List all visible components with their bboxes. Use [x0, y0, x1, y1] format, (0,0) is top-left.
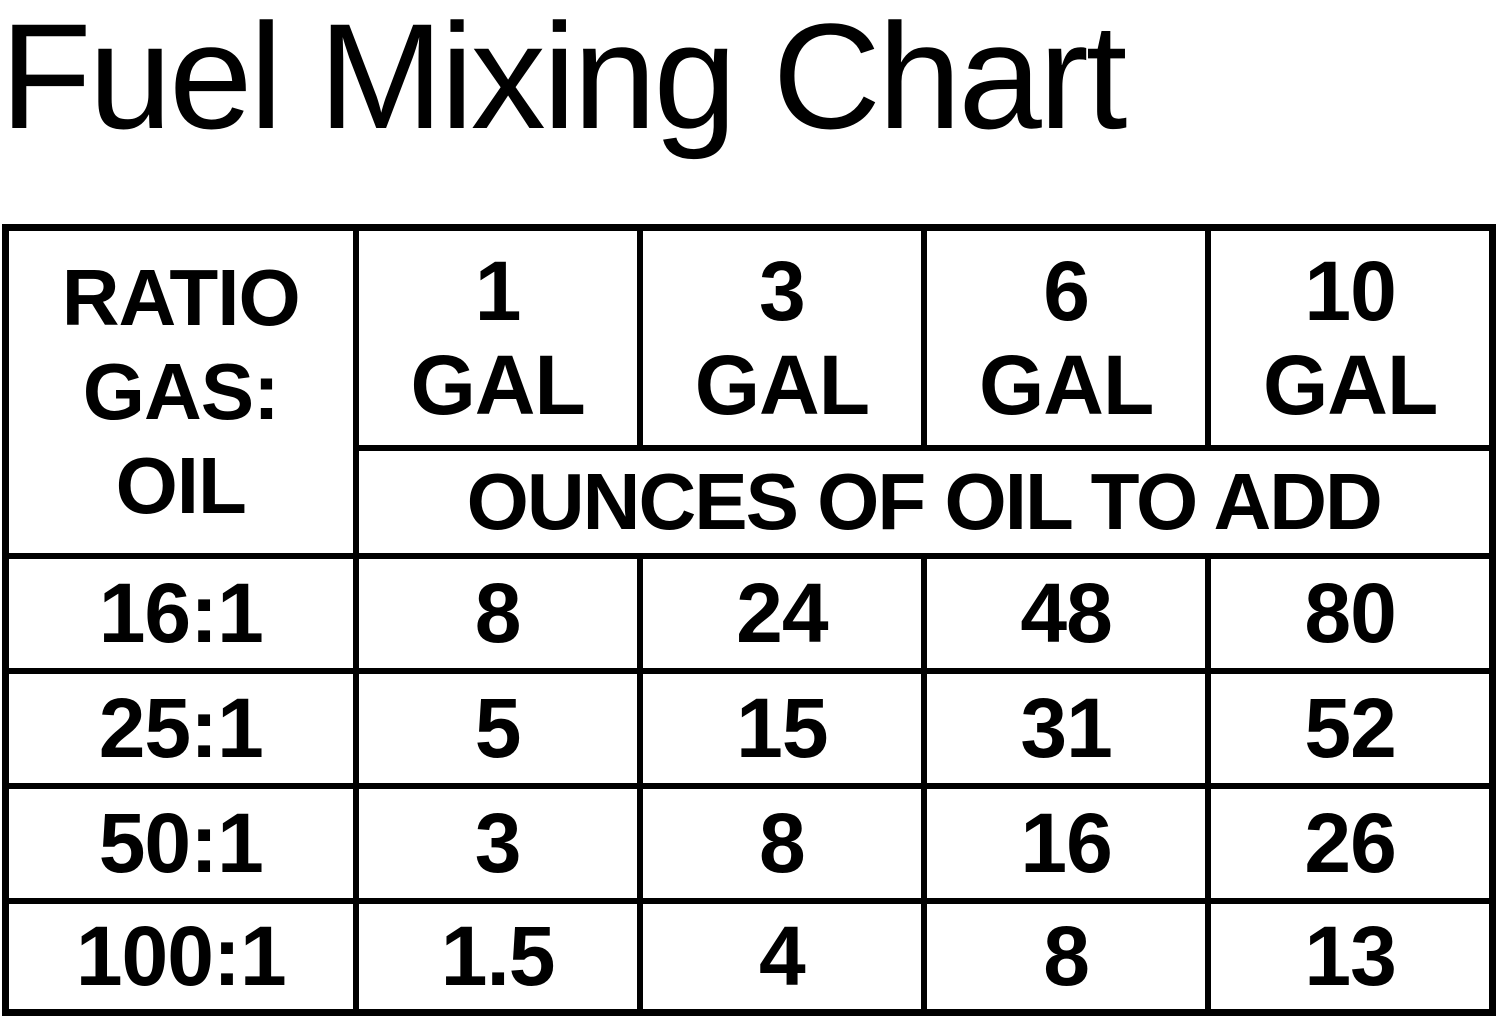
column-header-6-gal: 6 GAL [920, 224, 1212, 451]
value-cell: 13 [1205, 897, 1496, 1016]
ounces-subheader: OUNCES OF OIL TO ADD [352, 444, 1496, 559]
unit: GAL [1262, 337, 1438, 432]
page-title: Fuel Mixing Chart [0, 0, 1127, 160]
column-header-10-gal: 10 GAL [1205, 224, 1496, 451]
ratio-cell: 50:1 [2, 782, 359, 904]
ratio-cell: 25:1 [2, 667, 359, 789]
header-row: RATIO GAS: OIL 1 GAL 3 GAL 6 GAL 10 GAL [2, 224, 1496, 559]
value-cell: 3 [352, 782, 643, 904]
amount: 1 [474, 243, 522, 338]
value-cell: 15 [636, 667, 928, 789]
value-cell: 16 [920, 782, 1212, 904]
table-row: 16:1 8 24 48 80 [2, 552, 1496, 674]
unit: GAL [978, 337, 1154, 432]
amount: 3 [759, 243, 806, 338]
value-cell: 48 [920, 552, 1212, 674]
value-cell: 24 [636, 552, 928, 674]
value-cell: 31 [920, 667, 1212, 789]
ratio-label: RATIO [61, 252, 301, 342]
value-cell: 8 [352, 552, 643, 674]
amount: 6 [1043, 243, 1090, 338]
value-cell: 80 [1205, 552, 1496, 674]
column-header-1-gal: 1 GAL [352, 224, 643, 451]
value-cell: 8 [920, 897, 1212, 1016]
value-cell: 52 [1205, 667, 1496, 789]
value-cell: 5 [352, 667, 643, 789]
value-cell: 1.5 [352, 897, 643, 1016]
ratio-header: RATIO GAS: OIL [2, 224, 359, 559]
oil-label: OIL [115, 440, 247, 530]
column-header-3-gal: 3 GAL [636, 224, 928, 451]
table-row: 25:1 5 15 31 52 [2, 667, 1496, 789]
fuel-mixing-table: RATIO GAS: OIL 1 GAL 3 GAL 6 GAL 10 GAL OUNC… [2, 224, 1496, 1016]
gas-label: GAS: [82, 346, 280, 436]
unit: GAL [410, 337, 585, 432]
subheader-row: OUNCES OF OIL TO ADD [6, 444, 1496, 559]
unit: GAL [694, 337, 870, 432]
amount: 10 [1304, 243, 1396, 338]
value-cell: 4 [636, 897, 928, 1016]
table-row: 50:1 3 8 16 26 [2, 782, 1496, 904]
value-cell: 8 [636, 782, 928, 904]
ratio-cell: 100:1 [2, 897, 359, 1016]
value-cell: 26 [1205, 782, 1496, 904]
table-row: 100:1 1.5 4 8 13 [2, 897, 1496, 1016]
ratio-cell: 16:1 [2, 552, 359, 674]
